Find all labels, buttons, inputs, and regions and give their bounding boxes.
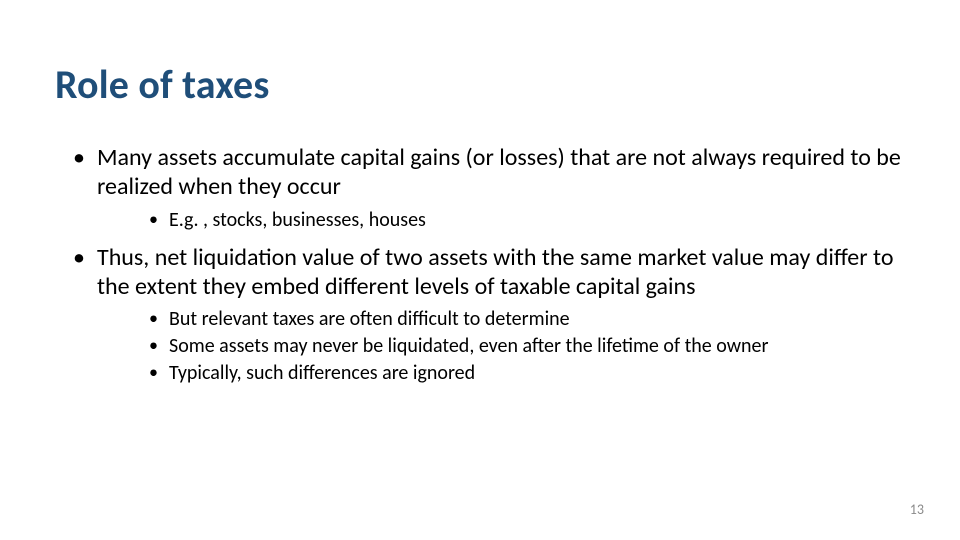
- bullet-l1-text: Thus, net liquidation value of two asset…: [97, 243, 893, 301]
- bullet-l2-text: Typically, such differences are ignored: [169, 361, 475, 385]
- bullet-list-level2: E.g. , stocks, businesses, houses: [97, 208, 905, 233]
- bullet-l1-item: Many assets accumulate capital gains (or…: [55, 143, 905, 233]
- bullet-l2-item: Some assets may never be liquidated, eve…: [97, 334, 905, 359]
- slide-title: Role of taxes: [55, 60, 905, 109]
- bullet-l2-text: E.g. , stocks, businesses, houses: [169, 208, 426, 232]
- bullet-l1-text: Many assets accumulate capital gains (or…: [97, 143, 901, 201]
- bullet-l2-item: E.g. , stocks, businesses, houses: [97, 208, 905, 233]
- bullet-l2-item: But relevant taxes are often difficult t…: [97, 307, 905, 332]
- bullet-l2-text: Some assets may never be liquidated, eve…: [169, 334, 768, 358]
- page-number: 13: [910, 501, 924, 518]
- bullet-l2-text: But relevant taxes are often difficult t…: [169, 307, 570, 331]
- bullet-l1-item: Thus, net liquidation value of two asset…: [55, 243, 905, 387]
- bullet-l2-item: Typically, such differences are ignored: [97, 361, 905, 386]
- bullet-list-level2: But relevant taxes are often difficult t…: [97, 307, 905, 386]
- slide: Role of taxes Many assets accumulate cap…: [0, 0, 960, 540]
- bullet-list-level1: Many assets accumulate capital gains (or…: [55, 143, 905, 386]
